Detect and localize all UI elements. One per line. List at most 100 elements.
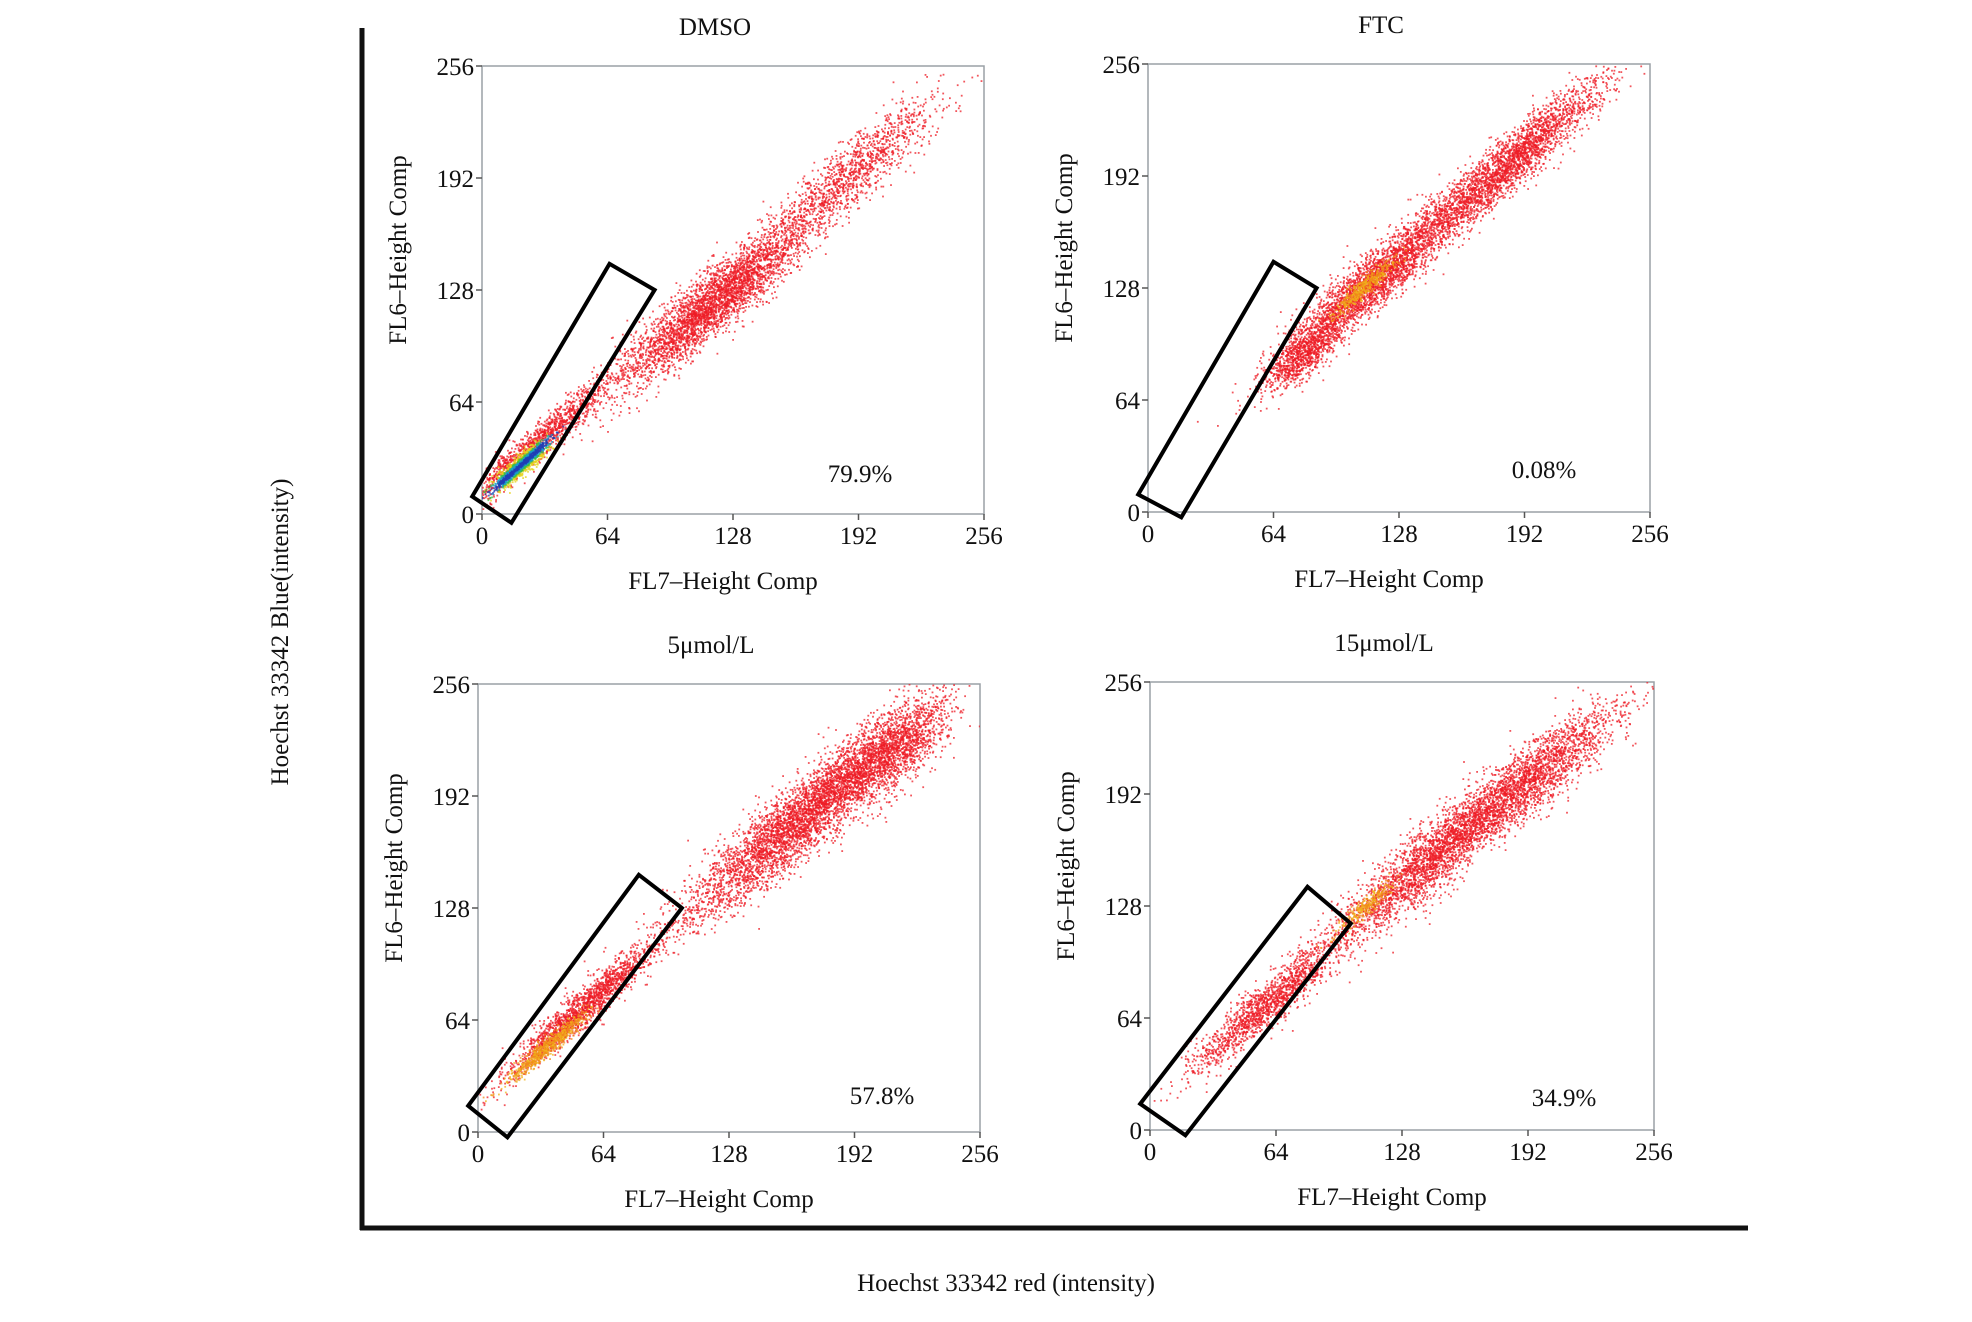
scatter-point — [896, 136, 898, 139]
scatter-point — [762, 251, 765, 254]
scatter-point — [840, 164, 843, 167]
scatter-point — [956, 84, 959, 87]
scatter-point — [783, 233, 785, 236]
scatter-point — [707, 327, 710, 329]
scatter-point — [698, 342, 701, 345]
scatter-point — [728, 289, 731, 292]
scatter-point — [658, 357, 661, 360]
scatter-point — [702, 284, 705, 287]
scatter-point — [880, 161, 883, 164]
scatter-point — [788, 254, 791, 257]
scatter-point — [625, 392, 628, 395]
scatter-point — [819, 244, 822, 247]
scatter-point — [917, 134, 919, 137]
scatter-point — [732, 296, 734, 299]
scatter-point — [906, 120, 908, 123]
scatter-point — [682, 334, 684, 336]
scatter-point — [909, 133, 912, 136]
scatter-point — [717, 308, 720, 311]
scatter-point — [589, 408, 592, 411]
scatter-point — [840, 194, 842, 197]
scatter-point — [743, 268, 746, 271]
scatter-point — [691, 302, 694, 305]
scatter-point — [791, 247, 793, 249]
scatter-point — [812, 224, 814, 227]
scatter-point — [742, 280, 745, 282]
scatter-point — [902, 90, 904, 93]
scatter-point — [597, 388, 600, 390]
scatter-point — [782, 252, 785, 254]
scatter-point — [658, 339, 661, 342]
scatter-point — [703, 304, 705, 307]
scatter-point — [739, 273, 741, 276]
scatter-point — [834, 186, 837, 188]
scatter-point — [675, 338, 678, 341]
scatter-point — [928, 140, 930, 143]
scatter-point — [716, 298, 718, 301]
scatter-point — [605, 402, 608, 404]
scatter-point — [572, 400, 575, 403]
scatter-point — [679, 304, 682, 306]
scatter-point — [760, 265, 763, 268]
scatter-point — [769, 263, 772, 265]
scatter-point — [698, 324, 701, 326]
scatter-point — [733, 290, 736, 293]
scatter-point — [743, 293, 746, 295]
scatter-point — [710, 301, 713, 304]
scatter-point — [912, 115, 915, 118]
scatter-point — [688, 309, 690, 312]
scatter-point — [695, 293, 698, 296]
scatter-point — [884, 147, 887, 150]
scatter-point — [701, 316, 703, 319]
scatter-point — [777, 277, 780, 280]
scatter-point — [720, 270, 723, 273]
scatter-point — [749, 301, 751, 303]
scatter-point — [679, 352, 682, 354]
scatter-point — [660, 350, 663, 352]
scatter-point — [555, 442, 557, 445]
scatter-point — [886, 114, 889, 117]
scatter-point — [759, 291, 762, 294]
scatter-point — [715, 303, 718, 306]
scatter-point — [849, 153, 852, 155]
scatter-point — [849, 163, 852, 166]
scatter-point — [752, 256, 755, 259]
scatter-point — [701, 283, 703, 286]
scatter-point — [592, 377, 595, 380]
scatter-point — [866, 174, 869, 177]
scatter-point — [725, 307, 728, 310]
scatter-point — [797, 227, 800, 229]
scatter-point — [955, 110, 958, 112]
scatter-point — [705, 321, 708, 324]
scatter-point — [855, 174, 857, 177]
scatter-point — [931, 125, 934, 128]
scatter-point — [750, 237, 753, 240]
scatter-point — [602, 407, 605, 410]
scatter-point — [724, 296, 727, 298]
scatter-point — [717, 288, 720, 291]
scatter-point — [767, 247, 770, 250]
scatter-point — [933, 95, 936, 98]
scatter-point — [746, 284, 749, 287]
scatter-point — [863, 147, 866, 149]
scatter-point — [696, 302, 698, 305]
scatter-point — [678, 315, 680, 318]
scatter-point — [744, 309, 747, 312]
scatter-point — [616, 396, 618, 398]
scatter-point — [701, 309, 703, 312]
scatter-point — [660, 368, 662, 371]
scatter-point — [847, 178, 849, 181]
scatter-point — [764, 276, 767, 279]
scatter-point — [834, 184, 837, 187]
scatter-point — [783, 242, 786, 245]
scatter-point — [664, 370, 667, 372]
scatter-point — [784, 252, 787, 255]
scatter-point — [714, 333, 717, 335]
scatter-point — [712, 310, 715, 313]
scatter-point — [787, 239, 790, 242]
scatter-point — [705, 302, 708, 305]
scatter-point — [770, 272, 773, 275]
scatter-point — [756, 281, 758, 284]
scatter-point — [694, 343, 696, 346]
scatter-point — [634, 366, 637, 369]
